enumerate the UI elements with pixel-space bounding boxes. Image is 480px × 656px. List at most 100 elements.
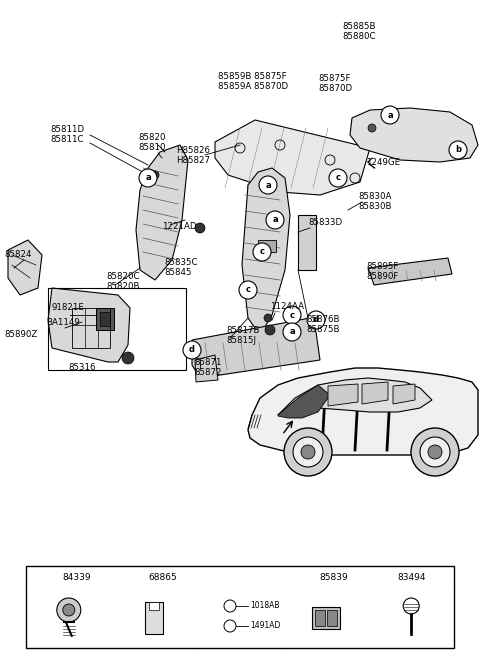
Text: 1124AA: 1124AA: [270, 302, 304, 311]
Circle shape: [128, 569, 144, 585]
Text: a: a: [48, 573, 53, 581]
Text: 85876B
85875B: 85876B 85875B: [306, 315, 339, 335]
Text: 85839: 85839: [320, 573, 348, 581]
Text: 1018AB: 1018AB: [250, 602, 279, 611]
Text: 1491AD: 1491AD: [250, 621, 280, 630]
Circle shape: [151, 171, 159, 179]
Text: 85811D
85811C: 85811D 85811C: [50, 125, 84, 144]
Bar: [48, 288, 186, 370]
Circle shape: [195, 223, 205, 233]
Polygon shape: [362, 382, 388, 404]
Text: 1249GE: 1249GE: [366, 158, 400, 167]
Bar: [326, 610, 336, 626]
Circle shape: [300, 569, 316, 585]
Circle shape: [122, 352, 134, 364]
Polygon shape: [278, 378, 432, 415]
Text: d: d: [313, 316, 319, 325]
Text: 85817B
85815J: 85817B 85815J: [226, 326, 260, 346]
Bar: [314, 610, 324, 626]
Bar: [312, 607, 339, 629]
Circle shape: [293, 437, 323, 467]
Polygon shape: [278, 385, 330, 418]
Text: 85820C
85820B: 85820C 85820B: [106, 272, 140, 291]
Bar: [145, 602, 163, 634]
Circle shape: [411, 428, 459, 476]
Bar: [298, 215, 316, 270]
Text: BA1149: BA1149: [46, 318, 80, 327]
Text: 85830A
85830B: 85830A 85830B: [358, 192, 392, 211]
Circle shape: [329, 169, 347, 187]
Text: 85871
85872: 85871 85872: [194, 358, 221, 377]
Polygon shape: [393, 384, 415, 404]
Bar: [149, 602, 159, 610]
Circle shape: [368, 124, 376, 132]
Text: 84339: 84339: [63, 573, 91, 581]
Text: H85826
H85827: H85826 H85827: [176, 146, 210, 165]
Text: c: c: [336, 173, 340, 182]
Polygon shape: [136, 145, 188, 280]
Polygon shape: [368, 258, 452, 285]
Text: 85859B 85875F: 85859B 85875F: [218, 72, 287, 81]
Text: 85890Z: 85890Z: [4, 330, 37, 339]
Text: 83494: 83494: [397, 573, 425, 581]
Text: 85875F
85870D: 85875F 85870D: [318, 74, 352, 93]
Text: c: c: [260, 247, 264, 256]
Polygon shape: [328, 384, 358, 406]
Polygon shape: [8, 240, 42, 295]
Circle shape: [265, 325, 275, 335]
Circle shape: [284, 428, 332, 476]
Text: c: c: [245, 285, 251, 295]
Text: 85835C
85845: 85835C 85845: [164, 258, 197, 277]
Text: 85824: 85824: [4, 250, 32, 259]
Text: 68865: 68865: [148, 573, 177, 581]
Circle shape: [214, 569, 230, 585]
Circle shape: [63, 604, 75, 616]
Bar: [96, 308, 114, 330]
Circle shape: [183, 341, 201, 359]
Text: 85859A 85870D: 85859A 85870D: [218, 82, 288, 91]
Polygon shape: [350, 108, 478, 162]
Circle shape: [420, 437, 450, 467]
Bar: [100, 312, 110, 326]
Circle shape: [259, 176, 277, 194]
Text: d: d: [305, 573, 311, 581]
Text: a: a: [387, 110, 393, 119]
Text: a: a: [145, 173, 151, 182]
Text: 85316: 85316: [68, 363, 96, 372]
Circle shape: [381, 106, 399, 124]
Circle shape: [301, 445, 315, 459]
Bar: [258, 240, 276, 252]
Circle shape: [253, 243, 271, 261]
Text: 85885B
85880C: 85885B 85880C: [342, 22, 375, 41]
Circle shape: [266, 211, 284, 229]
Circle shape: [428, 445, 442, 459]
Text: b: b: [133, 573, 139, 581]
Circle shape: [264, 314, 272, 322]
Text: 85895F
85890F: 85895F 85890F: [366, 262, 398, 281]
Text: 1221AD: 1221AD: [162, 222, 196, 231]
Text: a: a: [272, 216, 278, 224]
Text: 91821E: 91821E: [52, 303, 85, 312]
Text: a: a: [289, 327, 295, 337]
Text: 85833D: 85833D: [308, 218, 342, 227]
Circle shape: [239, 281, 257, 299]
Text: c: c: [289, 310, 295, 319]
Polygon shape: [215, 120, 370, 195]
Text: a: a: [265, 180, 271, 190]
Circle shape: [57, 598, 81, 622]
Circle shape: [307, 311, 325, 329]
Polygon shape: [192, 318, 320, 378]
Polygon shape: [242, 168, 290, 335]
Polygon shape: [248, 368, 478, 455]
Polygon shape: [48, 288, 130, 362]
Text: d: d: [189, 346, 195, 354]
Circle shape: [139, 169, 157, 187]
Polygon shape: [195, 355, 218, 382]
Circle shape: [449, 141, 467, 159]
Text: 85820
85810: 85820 85810: [138, 133, 166, 152]
Circle shape: [283, 323, 301, 341]
Circle shape: [283, 306, 301, 324]
Bar: [72, 308, 110, 348]
Bar: [26, 566, 454, 648]
Text: b: b: [455, 146, 461, 155]
